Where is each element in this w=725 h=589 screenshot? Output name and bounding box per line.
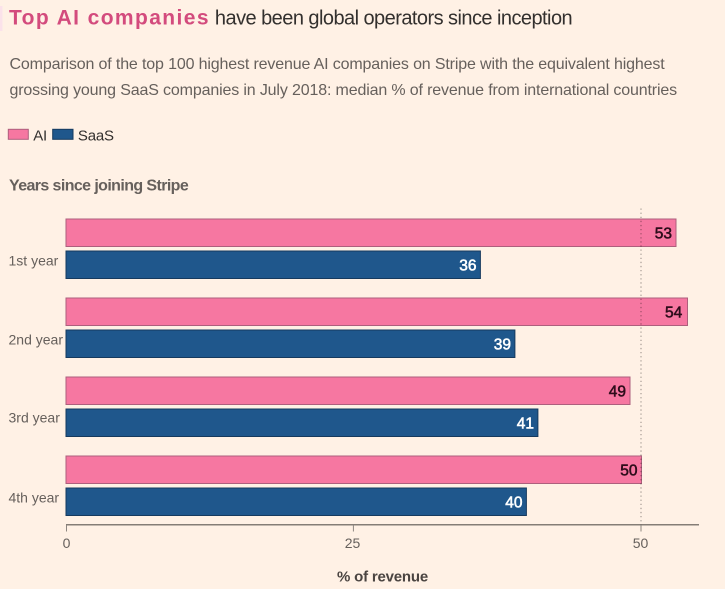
svg-text:AI: AI — [33, 128, 47, 145]
svg-text:3rd year: 3rd year — [9, 410, 61, 426]
svg-text:0: 0 — [63, 535, 71, 551]
svg-text:49: 49 — [609, 383, 626, 400]
svg-text:36: 36 — [459, 257, 476, 274]
svg-text:50: 50 — [633, 535, 649, 551]
svg-text:1st year: 1st year — [9, 252, 59, 268]
svg-text:% of revenue: % of revenue — [337, 569, 428, 586]
svg-text:Comparison of the top 100 high: Comparison of the top 100 highest revenu… — [10, 56, 666, 73]
svg-text:39: 39 — [494, 336, 511, 353]
svg-text:41: 41 — [517, 415, 534, 432]
svg-text:25: 25 — [345, 535, 361, 551]
svg-text:2nd year: 2nd year — [9, 331, 64, 347]
svg-text:Years since joining Stripe: Years since joining Stripe — [9, 177, 189, 194]
svg-text:grossing young SaaS companies: grossing young SaaS companies in July 20… — [10, 82, 678, 99]
svg-text:53: 53 — [655, 225, 672, 242]
svg-text:4th year: 4th year — [9, 489, 60, 505]
svg-text:SaaS: SaaS — [78, 128, 114, 145]
svg-text:50: 50 — [620, 462, 638, 479]
svg-text:54: 54 — [665, 304, 683, 321]
svg-text:Top AI companies have been glo: Top AI companies have been global operat… — [9, 7, 572, 30]
svg-text:40: 40 — [505, 494, 523, 511]
